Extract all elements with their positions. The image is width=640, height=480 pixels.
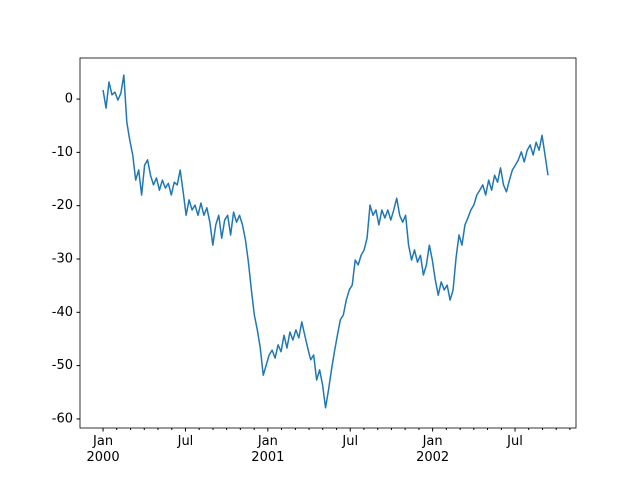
y-tick-label: -20 [52,198,73,213]
x-tick-label: Jul [507,434,523,449]
plot-frame [79,57,577,429]
y-tick-label: 0 [65,92,73,107]
x-tick-label: Jan 2000 [86,434,120,465]
data-line [102,74,549,409]
y-tick-label: -50 [52,358,73,373]
x-tick-label: Jan 2001 [251,434,285,465]
y-tick-label: -60 [52,411,73,426]
x-tick-label: Jul [177,434,194,449]
y-tick-label: -10 [52,145,73,160]
x-tick-label: Jan 2002 [416,434,450,465]
y-tick-label: -30 [52,251,73,266]
x-tick-label: Jul [342,434,359,449]
y-tick-label: -40 [52,305,73,320]
